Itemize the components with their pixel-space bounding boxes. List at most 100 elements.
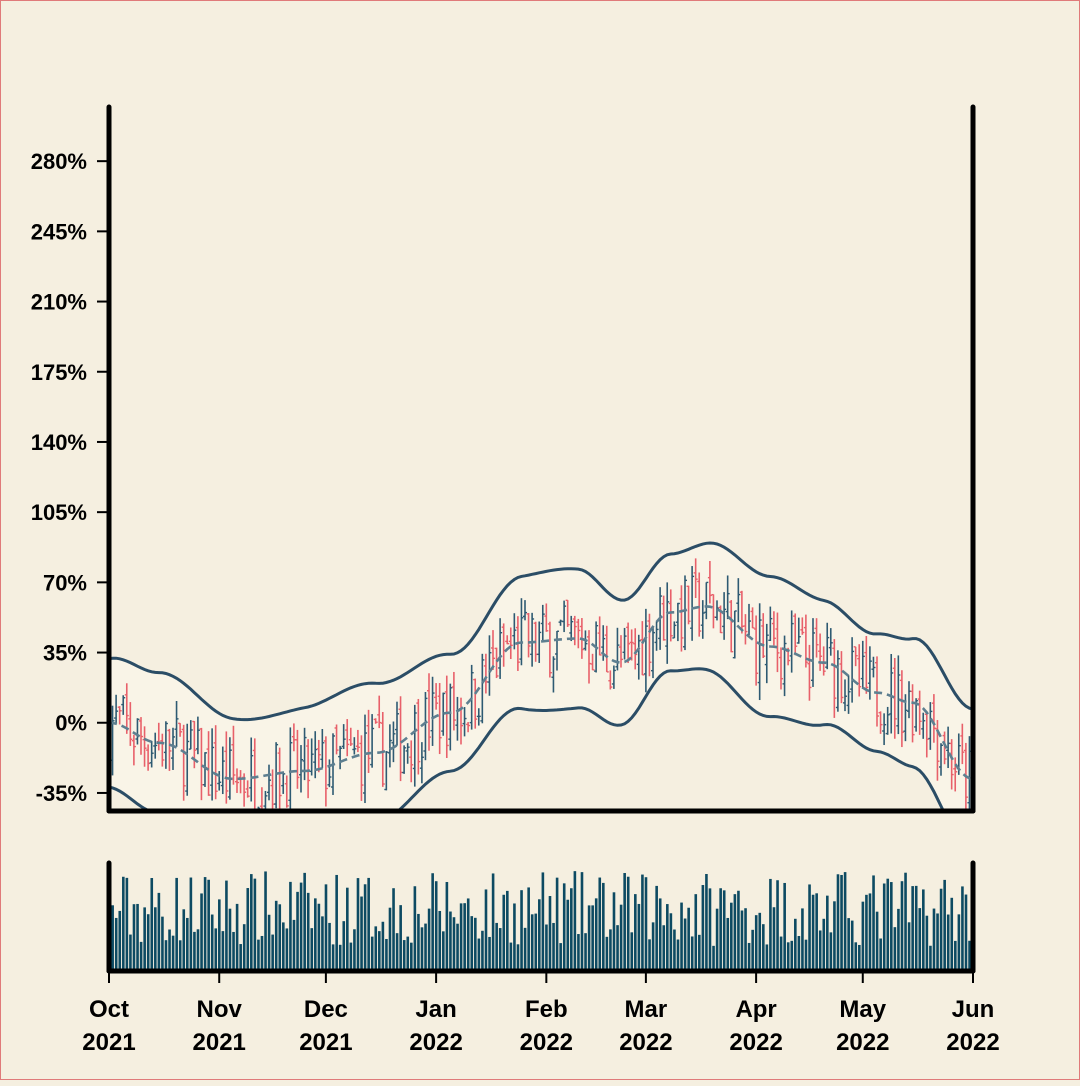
volume-bar-39 [246, 888, 250, 971]
volume-bar-90 [427, 908, 431, 971]
volume-bar-233 [936, 913, 939, 971]
volume-bar-89 [424, 923, 427, 971]
volume-bar-111 [502, 894, 506, 971]
volume-bar-169 [708, 888, 712, 971]
volume-bar-46 [271, 934, 274, 971]
volume-bar-194 [797, 936, 801, 971]
volume-bar-146 [626, 876, 630, 971]
volume-bar-3 [118, 910, 122, 971]
volume-bar-198 [811, 894, 815, 971]
volume-bar-239 [957, 914, 961, 971]
volume-bar-55 [303, 872, 306, 971]
volume-bar-228 [918, 908, 922, 971]
volume-bar-210 [854, 942, 858, 971]
volume-bar-28 [207, 879, 210, 971]
volume-bar-199 [815, 893, 818, 971]
volume-bar-103 [474, 917, 477, 971]
volume-bar-51 [289, 881, 292, 971]
volume-bar-56 [306, 892, 310, 971]
volume-bar-16 [164, 940, 168, 971]
x-tick-month-8: Jun [952, 996, 995, 1023]
x-tick-year-6: 2022 [729, 1029, 782, 1056]
volume-bar-234 [939, 888, 943, 971]
volume-bar-44 [264, 871, 267, 971]
volume-bar-75 [374, 926, 378, 971]
volume-bar-78 [385, 938, 388, 971]
volume-bar-58 [314, 898, 317, 971]
volume-bar-127 [559, 943, 562, 971]
volume-bar-10 [143, 907, 146, 971]
volume-bar-54 [299, 882, 303, 971]
volume-bar-238 [954, 940, 957, 971]
volume-bar-19 [175, 877, 178, 971]
volume-bar-188 [776, 880, 779, 971]
volume-bar-110 [498, 928, 502, 971]
volume-bar-218 [882, 883, 886, 971]
volume-bar-153 [651, 922, 655, 971]
volume-bar-47 [274, 900, 278, 971]
volume-bar-181 [751, 929, 754, 971]
volume-bar-130 [570, 888, 573, 971]
volume-bar-201 [822, 918, 826, 971]
volume-bar-1 [111, 905, 114, 971]
volume-bar-195 [801, 908, 804, 971]
y-tick-label-4: 105% [31, 500, 87, 525]
volume-bar-211 [858, 944, 861, 971]
volume-bar-60 [321, 916, 324, 971]
volume-bar-172 [719, 888, 722, 971]
x-tick-year-3: 2022 [409, 1029, 462, 1056]
volume-bar-173 [722, 890, 726, 971]
volume-bar-150 [641, 874, 644, 971]
volume-bar-230 [925, 915, 929, 971]
x-tick-month-7: May [839, 996, 886, 1023]
volume-bar-117 [523, 927, 527, 971]
volume-bar-45 [267, 914, 271, 971]
volume-bar-2 [114, 917, 118, 971]
volume-bar-124 [548, 896, 552, 971]
volume-bar-149 [637, 903, 641, 971]
y-tick-label-6: 175% [31, 360, 87, 385]
volume-bar-136 [591, 905, 594, 971]
volume-bar-126 [555, 877, 559, 971]
volume-bar-143 [616, 925, 619, 971]
volume-bar-174 [726, 917, 730, 971]
volume-bar-122 [541, 872, 545, 971]
volume-bar-231 [929, 945, 932, 971]
volume-bar-41 [253, 878, 257, 971]
volume-bar-63 [331, 944, 335, 971]
volume-bar-197 [808, 884, 811, 971]
x-tick-year-4: 2022 [520, 1029, 573, 1056]
volume-bar-235 [943, 879, 946, 971]
volume-bar-59 [317, 903, 321, 971]
volume-bar-128 [562, 883, 566, 971]
volume-bar-5 [125, 877, 129, 971]
volume-bar-7 [132, 904, 136, 971]
volume-bar-209 [850, 920, 854, 971]
volume-bar-193 [794, 918, 797, 971]
volume-bar-8 [136, 903, 139, 971]
volume-bar-114 [513, 903, 516, 971]
volume-bar-224 [904, 872, 907, 971]
volume-bar-155 [658, 898, 662, 971]
x-tick-month-4: Feb [525, 996, 568, 1023]
volume-bar-76 [378, 931, 381, 971]
volume-bar-180 [747, 942, 751, 971]
volume-bar-176 [733, 894, 737, 971]
volume-bar-141 [609, 929, 612, 971]
moving-average-line [109, 605, 973, 781]
volume-bar-133 [580, 872, 584, 971]
volume-bar-116 [520, 890, 523, 971]
x-tick-month-0: Oct [89, 996, 129, 1023]
volume-bar-73 [367, 877, 370, 971]
volume-bar-102 [470, 916, 474, 971]
volume-bar-232 [932, 908, 936, 971]
volume-bar-21 [182, 909, 186, 971]
volume-bar-17 [168, 929, 171, 971]
x-tick-year-0: 2021 [82, 1029, 135, 1056]
volume-bar-13 [154, 907, 157, 971]
volume-bar-107 [488, 936, 491, 971]
volume-bar-14 [157, 892, 161, 971]
volume-bar-118 [527, 887, 530, 971]
